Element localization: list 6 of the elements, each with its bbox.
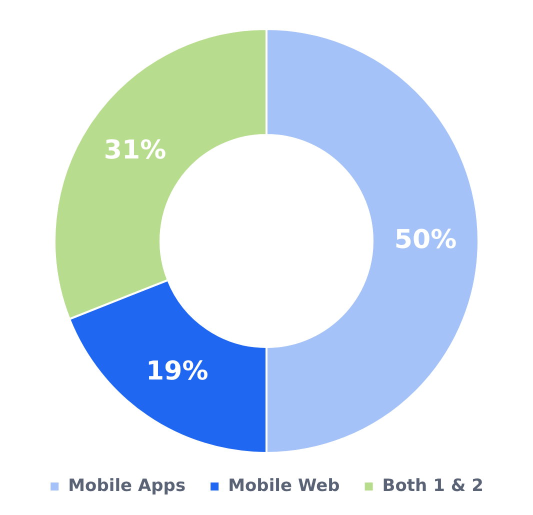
legend-label: Mobile Web xyxy=(228,476,340,496)
data-label: 19% xyxy=(146,356,208,386)
data-label: 31% xyxy=(104,135,166,166)
legend-label: Both 1 & 2 xyxy=(382,476,484,496)
data-label: 50% xyxy=(394,224,457,255)
legend-label: Mobile Apps xyxy=(68,476,186,496)
